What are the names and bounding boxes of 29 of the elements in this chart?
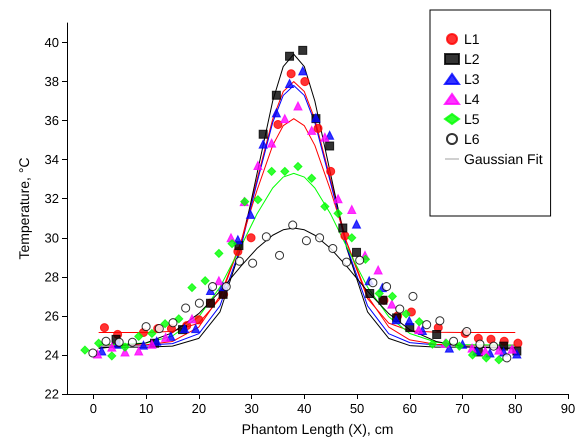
legend-label: L4	[464, 91, 480, 107]
x-tick-label: 70	[455, 401, 470, 416]
y-tick-label: 24	[44, 347, 59, 362]
legend-label: L6	[464, 131, 480, 147]
y-tick-label: 34	[44, 152, 59, 168]
x-tick-label: 40	[297, 401, 312, 416]
x-tick-label: 20	[192, 401, 206, 416]
y-tick-label: 26	[44, 308, 59, 324]
y-tick-label: 28	[44, 269, 59, 284]
legend-label: L5	[464, 111, 480, 127]
y-tick-label: 32	[44, 191, 59, 206]
x-tick-label: 30	[244, 401, 259, 416]
x-axis-title: Phantom Length (X), cm	[242, 421, 394, 437]
y-tick-label: 38	[44, 74, 59, 90]
x-tick-label: 90	[560, 401, 576, 416]
y-tick-label: 40	[44, 35, 59, 50]
y-tick-label: 36	[44, 113, 59, 128]
y-axis-title: Temperature, °C	[16, 157, 32, 260]
x-tick-label: 60	[402, 401, 418, 416]
legend-label: L1	[464, 31, 480, 47]
x-tick-label: 10	[138, 401, 154, 416]
x-tick-label: 80	[508, 401, 522, 416]
x-tick-label: 50	[350, 401, 364, 416]
y-tick-label: 22	[44, 386, 59, 402]
legend-label: Gaussian Fit	[464, 151, 543, 167]
legend-label: L2	[464, 51, 480, 67]
x-tick-label: 0	[90, 401, 97, 416]
y-tick-label: 30	[44, 230, 59, 246]
legend-label: L3	[464, 71, 480, 87]
